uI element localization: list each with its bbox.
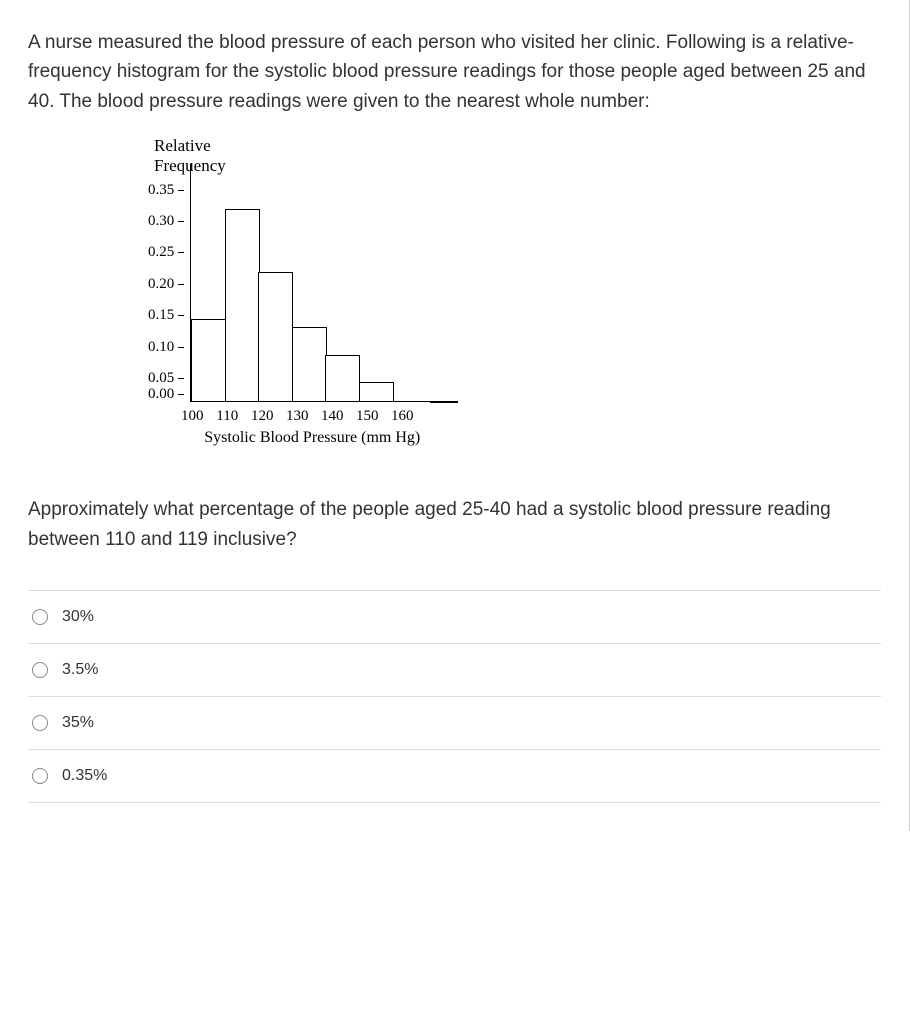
x-tick-label: 140 xyxy=(315,408,350,425)
y-tick-mark xyxy=(178,315,184,316)
option-label: 30% xyxy=(62,608,94,626)
histogram-bar xyxy=(292,327,327,401)
histogram-bars xyxy=(191,209,394,402)
y-tick-mark xyxy=(178,284,184,285)
x-tick-label: 130 xyxy=(280,408,315,425)
histogram-bar xyxy=(191,319,226,402)
y-tick-label: 0.10 xyxy=(148,339,174,356)
option-label: 35% xyxy=(62,714,94,732)
radio-icon[interactable] xyxy=(32,662,48,678)
y-tick-mark xyxy=(178,252,184,253)
y-tick-mark xyxy=(178,221,184,222)
y-tick-mark xyxy=(178,378,184,379)
answer-option[interactable]: 35% xyxy=(28,697,881,750)
y-tick-label: 0.00 xyxy=(148,386,174,403)
x-axis-stub xyxy=(430,401,458,403)
answer-option[interactable]: 0.35% xyxy=(28,750,881,803)
answer-options: 30% 3.5% 35% 0.35% xyxy=(28,591,881,803)
y-tick-label: 0.30 xyxy=(148,213,174,230)
y-axis-title: RelativeFrequency xyxy=(154,136,881,176)
y-axis-stub xyxy=(190,164,192,182)
answer-option[interactable]: 3.5% xyxy=(28,644,881,697)
histogram-bar xyxy=(225,209,260,402)
option-label: 0.35% xyxy=(62,767,107,785)
y-tick-mark xyxy=(178,190,184,191)
y-tick-label: 0.15 xyxy=(148,307,174,324)
x-tick-label: 160 xyxy=(385,408,420,425)
question-stem: A nurse measured the blood pressure of e… xyxy=(28,28,881,116)
radio-icon[interactable] xyxy=(32,609,48,625)
histogram-bar xyxy=(359,382,394,401)
radio-icon[interactable] xyxy=(32,768,48,784)
x-axis-title: Systolic Blood Pressure (mm Hg) xyxy=(204,429,881,447)
question-text: Approximately what percentage of the peo… xyxy=(28,495,881,554)
plot-area xyxy=(190,182,430,402)
answer-option[interactable]: 30% xyxy=(28,591,881,644)
y-tick-label: 0.05 xyxy=(148,370,174,387)
x-tick-label: 120 xyxy=(245,408,280,425)
histogram-bar xyxy=(258,272,293,401)
x-tick-label: 100 xyxy=(175,408,210,425)
x-axis-labels: 100110120130140150160 xyxy=(175,408,881,425)
y-axis-labels: 0.35 0.30 0.25 0.20 0.15 0.10 0.050.00 xyxy=(148,182,190,402)
y-tick-label: 0.25 xyxy=(148,244,174,261)
radio-icon[interactable] xyxy=(32,715,48,731)
y-tick-label: 0.20 xyxy=(148,276,174,293)
y-tick-mark xyxy=(178,347,184,348)
x-tick-label: 110 xyxy=(210,408,245,425)
y-tick-label: 0.35 xyxy=(148,182,174,199)
y-tick-mark xyxy=(178,394,184,395)
x-tick-label: 150 xyxy=(350,408,385,425)
option-label: 3.5% xyxy=(62,661,98,679)
histogram-bar xyxy=(325,355,360,402)
histogram-figure: RelativeFrequency 0.350.300.250.200.150.… xyxy=(148,136,881,447)
